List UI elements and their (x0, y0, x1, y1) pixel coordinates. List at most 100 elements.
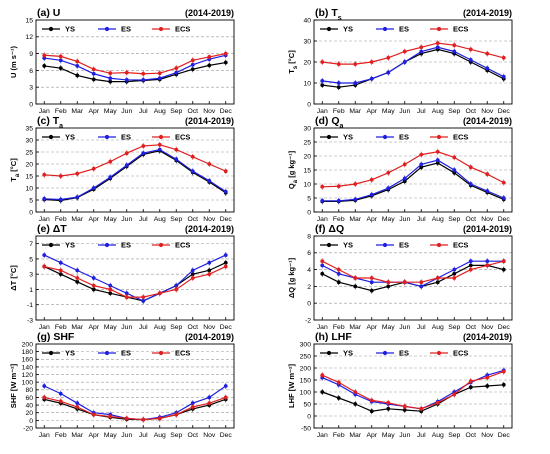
y-tick-label: 7 (29, 241, 33, 248)
data-point (369, 76, 374, 81)
data-point (485, 263, 490, 268)
data-point (190, 67, 195, 72)
data-point (452, 43, 457, 48)
data-point (452, 49, 457, 54)
data-point (320, 373, 325, 378)
data-point (419, 280, 424, 285)
legend-marker-ecs (436, 242, 442, 248)
x-tick-label: Nov (203, 216, 216, 223)
legend-label-ys: YS (343, 133, 353, 142)
x-tick-label: Sep (170, 216, 182, 223)
data-point (157, 147, 162, 152)
legend-marker-es (104, 242, 110, 248)
data-point (42, 264, 47, 269)
legend-marker-ys (326, 134, 332, 140)
panel-title: (g) SHF (37, 331, 75, 343)
series-line-ys (322, 384, 504, 412)
x-tick-label: Jan (39, 432, 50, 439)
data-point (124, 151, 129, 156)
y-tick-label: 20 (303, 153, 311, 160)
series-line-es (322, 46, 505, 84)
x-tick-label: Dec (220, 432, 233, 439)
legend-marker-ecs (436, 350, 442, 356)
data-point (124, 291, 129, 296)
series-line-es (44, 148, 227, 201)
y-tick-label: 10 (25, 185, 33, 192)
x-tick-label: Feb (55, 216, 67, 223)
data-point (386, 400, 391, 405)
data-point (336, 380, 341, 385)
data-point (501, 382, 506, 387)
y-tick-label: 3 (29, 272, 33, 279)
data-point (190, 154, 195, 159)
legend-marker-es (104, 350, 110, 356)
y-tick-label: 25 (25, 149, 33, 156)
data-point (157, 76, 162, 81)
data-point (58, 197, 63, 202)
data-point (320, 390, 325, 394)
data-point (485, 51, 490, 56)
data-point (141, 144, 146, 148)
data-point (468, 385, 473, 390)
data-point (108, 291, 113, 296)
data-point (91, 186, 96, 190)
series-line-ecs (322, 371, 504, 410)
panel-period: (2014-2019) (463, 116, 512, 126)
legend-label-ecs: ECS (175, 133, 190, 142)
data-point (190, 169, 195, 174)
legend-label-es: ES (399, 349, 409, 358)
y-tick-label: 15 (25, 17, 33, 24)
data-point (353, 402, 358, 406)
data-point (124, 295, 129, 299)
data-point (141, 151, 146, 156)
data-point (419, 45, 424, 50)
x-tick-label: Jun (121, 324, 132, 331)
data-point (207, 395, 212, 400)
data-point (75, 268, 80, 273)
data-point (452, 267, 457, 272)
data-point (501, 74, 506, 79)
data-point (190, 268, 195, 273)
y-tick-label: 5 (307, 195, 311, 202)
panel-title: (f) ΔQ (315, 223, 344, 235)
series-line-ecs (322, 151, 505, 188)
data-point (108, 414, 113, 419)
data-point (91, 287, 96, 292)
y-tick-label: 140 (22, 364, 34, 371)
data-point (468, 47, 473, 52)
y-tick-label: 20 (303, 59, 311, 66)
x-tick-label: Dec (498, 324, 511, 331)
series-line-ecs (44, 53, 226, 75)
x-tick-label: Oct (187, 216, 198, 223)
x-tick-label: Jan (39, 324, 50, 331)
x-tick-label: Jul (417, 216, 426, 223)
data-point (207, 401, 212, 406)
series-line-ecs (321, 260, 504, 283)
data-point (386, 55, 391, 60)
y-tick-label: 100 (22, 380, 34, 387)
data-point (419, 49, 424, 54)
series-line-ecs (44, 396, 226, 421)
data-point (501, 180, 506, 185)
data-point (402, 60, 407, 64)
y-tick-label: 40 (25, 402, 33, 409)
x-tick-label: Oct (187, 324, 198, 331)
data-point (58, 260, 63, 265)
series-line-es (43, 254, 227, 302)
data-point (369, 192, 374, 197)
legend-marker-ys (48, 242, 54, 248)
data-point (402, 49, 407, 54)
legend-marker-ys (326, 26, 332, 32)
data-point (108, 79, 113, 84)
data-point (108, 76, 113, 81)
x-tick-label: Jul (139, 216, 148, 223)
data-point (75, 405, 80, 409)
y-tick-label: 300 (300, 341, 312, 348)
data-point (320, 79, 325, 83)
data-point (75, 73, 80, 78)
x-tick-label: Mar (71, 216, 83, 223)
x-tick-label: Mar (71, 432, 83, 439)
data-point (223, 51, 228, 56)
data-point (501, 369, 506, 374)
